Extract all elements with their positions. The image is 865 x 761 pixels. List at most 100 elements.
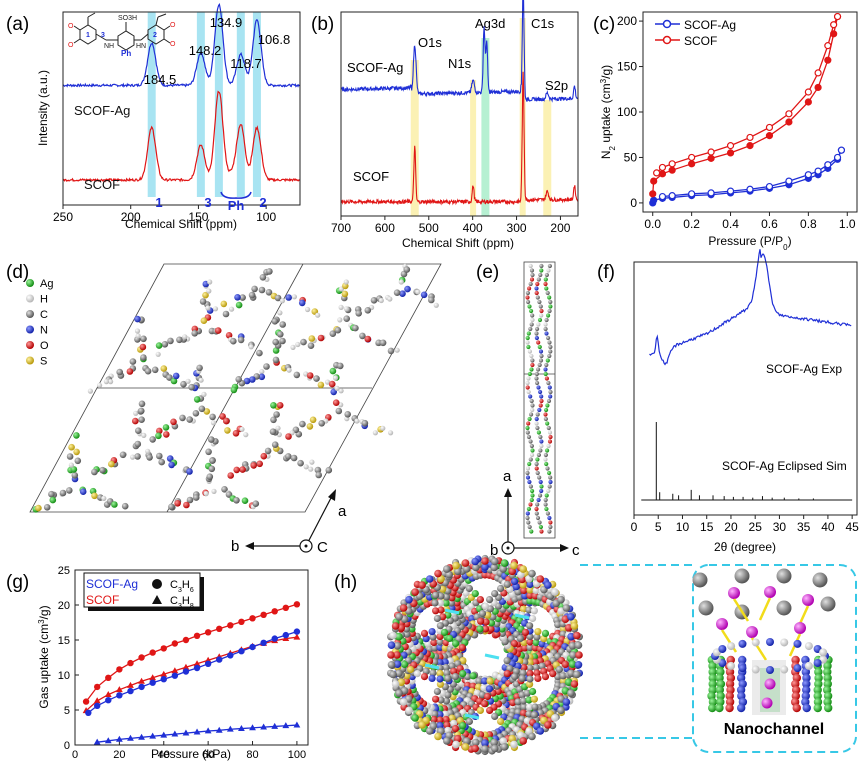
atom bbox=[208, 436, 215, 443]
atom bbox=[526, 299, 531, 305]
atom bbox=[397, 678, 406, 686]
atom bbox=[437, 592, 445, 600]
uptake-point bbox=[160, 670, 168, 677]
tick-label: 0 bbox=[630, 196, 637, 210]
atom bbox=[135, 427, 142, 435]
atom bbox=[203, 491, 209, 497]
atom bbox=[221, 486, 228, 493]
panel-label-a: (a) bbox=[6, 14, 29, 35]
atom bbox=[546, 268, 551, 273]
panel-label-f: (f) bbox=[597, 262, 615, 283]
atom bbox=[543, 322, 548, 327]
panel-c: (c) 0.0 0.2 0.4 0.6 0.8 1.0 0 50 100 150 200 Press… bbox=[593, 11, 858, 252]
atom bbox=[527, 479, 532, 485]
atom bbox=[544, 461, 549, 467]
isotherm-point bbox=[833, 153, 842, 162]
atom bbox=[303, 464, 309, 470]
atom bbox=[472, 563, 480, 572]
atom bbox=[239, 294, 246, 301]
atom bbox=[537, 520, 542, 525]
panel-e: (e) a b c bbox=[476, 261, 580, 559]
atom bbox=[510, 577, 519, 586]
atom bbox=[434, 569, 442, 578]
atom bbox=[544, 376, 550, 381]
atom bbox=[432, 695, 440, 703]
nmr-x-axis-label: Chemical Shift (ppm) bbox=[125, 217, 237, 231]
tick-label: 0.6 bbox=[761, 217, 778, 231]
atom bbox=[534, 290, 539, 296]
atom bbox=[736, 685, 746, 695]
isotherm-point bbox=[824, 161, 832, 169]
atom bbox=[544, 272, 550, 278]
uptake-point bbox=[93, 702, 101, 709]
atom bbox=[537, 475, 542, 480]
atom bbox=[155, 351, 161, 357]
atom bbox=[544, 506, 549, 512]
isotherm-point bbox=[785, 177, 793, 185]
atom bbox=[534, 511, 539, 516]
atom bbox=[179, 414, 186, 422]
atom bbox=[481, 625, 490, 633]
atom bbox=[334, 326, 342, 334]
atom bbox=[545, 421, 550, 426]
isotherm-point bbox=[765, 132, 774, 140]
axis-label-a: a bbox=[503, 468, 512, 485]
atom bbox=[186, 416, 193, 423]
atom bbox=[526, 520, 531, 525]
atom bbox=[528, 263, 533, 269]
atom bbox=[530, 493, 535, 498]
isotherm-point bbox=[837, 146, 846, 154]
tick-label: 15 bbox=[58, 635, 70, 647]
atom bbox=[793, 639, 802, 648]
atom bbox=[526, 586, 534, 594]
atom bbox=[534, 506, 539, 512]
xps-spectra bbox=[340, 0, 579, 206]
atom bbox=[436, 716, 444, 724]
atom bbox=[497, 717, 505, 726]
atom bbox=[451, 725, 459, 733]
atom bbox=[461, 559, 470, 567]
atom bbox=[420, 629, 429, 638]
atom bbox=[273, 411, 280, 418]
atom bbox=[126, 368, 134, 375]
isotherm-point bbox=[726, 142, 735, 150]
atom bbox=[317, 381, 325, 389]
atom bbox=[239, 426, 245, 432]
atom bbox=[519, 581, 527, 589]
atom bbox=[503, 580, 511, 589]
atom bbox=[220, 300, 228, 308]
uptake-point bbox=[215, 726, 223, 733]
atom bbox=[814, 667, 823, 677]
atom bbox=[543, 416, 549, 422]
uptake-point bbox=[105, 674, 112, 681]
atom bbox=[823, 673, 832, 683]
atom bbox=[251, 285, 258, 293]
atom bbox=[536, 385, 541, 390]
atom bbox=[535, 470, 540, 476]
tick-label: 40 bbox=[821, 520, 835, 534]
atom bbox=[420, 673, 429, 681]
uptake-point bbox=[104, 737, 112, 744]
atom bbox=[708, 673, 717, 683]
atom bbox=[514, 698, 522, 706]
atom bbox=[526, 638, 534, 646]
atom bbox=[526, 680, 534, 688]
atom bbox=[534, 371, 540, 377]
tick-label: 100 bbox=[617, 105, 637, 119]
uptake-point bbox=[227, 622, 234, 629]
atom bbox=[529, 497, 534, 503]
atom bbox=[156, 427, 163, 435]
tick-label: 45 bbox=[845, 520, 859, 534]
atom bbox=[485, 685, 493, 693]
band-label: 3 bbox=[204, 195, 211, 210]
panel-g: (g) 0 20 40 60 80 100 0 5 10 15 20 25 Pressure (kPa… bbox=[6, 565, 309, 761]
atom bbox=[567, 669, 575, 678]
atom bbox=[411, 714, 419, 722]
atom bbox=[547, 308, 552, 314]
atom bbox=[544, 317, 549, 323]
nmr-y-axis-label: Intensity (a.u.) bbox=[36, 70, 50, 146]
uptake-point bbox=[193, 660, 201, 667]
atom bbox=[530, 711, 539, 719]
atom bbox=[97, 382, 103, 388]
atom bbox=[73, 448, 80, 456]
